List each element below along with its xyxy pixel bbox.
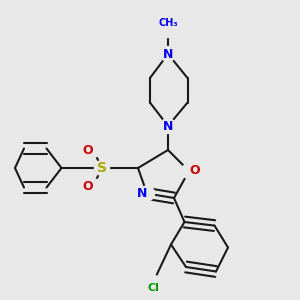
Circle shape xyxy=(85,178,100,194)
Text: CH₃: CH₃ xyxy=(158,19,178,28)
Circle shape xyxy=(160,46,175,62)
Circle shape xyxy=(160,22,175,38)
Circle shape xyxy=(160,118,175,134)
Text: O: O xyxy=(82,143,93,157)
Circle shape xyxy=(182,164,196,178)
Text: O: O xyxy=(82,179,93,193)
Text: N: N xyxy=(163,47,173,61)
Text: S: S xyxy=(97,161,107,175)
Text: Cl: Cl xyxy=(147,283,159,292)
Circle shape xyxy=(85,142,100,158)
Text: N: N xyxy=(163,119,173,133)
Circle shape xyxy=(146,275,160,290)
Circle shape xyxy=(94,160,110,175)
Circle shape xyxy=(140,186,154,201)
Text: N: N xyxy=(136,187,147,200)
Text: O: O xyxy=(189,164,200,178)
